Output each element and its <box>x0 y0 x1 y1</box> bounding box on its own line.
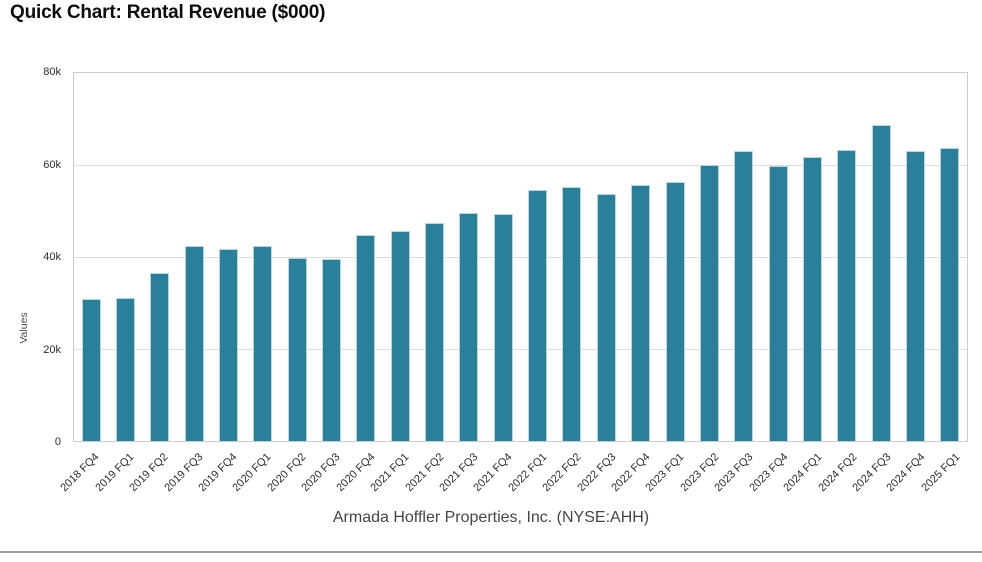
chart-bar-2022-FQ3 <box>596 193 616 441</box>
chart-bar-2019-FQ2 <box>150 273 170 441</box>
chart-bar-2020-FQ1 <box>253 246 273 441</box>
chart-bar-2024-FQ3 <box>871 125 891 441</box>
y-axis: Values 80k 60k 40k 20k 0 <box>0 66 68 448</box>
chart-bar-2024-FQ4 <box>905 151 925 441</box>
chart-bar-2022-FQ2 <box>562 187 582 441</box>
y-axis-title: Values <box>18 312 30 344</box>
chart-bar-2018-FQ4 <box>81 299 101 441</box>
chart-bar-2024-FQ2 <box>837 150 857 441</box>
gridline-40k <box>74 257 967 258</box>
chart-bar-2023-FQ1 <box>665 182 685 441</box>
chart-bar-2019-FQ4 <box>219 248 239 441</box>
chart-bar-2020-FQ3 <box>322 258 342 441</box>
y-tick-label: 80k <box>43 66 61 78</box>
chart-bar-2021-FQ4 <box>493 213 513 441</box>
chart-bar-2022-FQ1 <box>528 189 548 441</box>
gridline-60k <box>74 165 967 166</box>
chart-bar-2024-FQ1 <box>802 157 822 441</box>
chart-bar-2019-FQ1 <box>116 298 136 441</box>
chart-bar-2023-FQ2 <box>699 164 719 441</box>
chart-bar-2022-FQ4 <box>631 185 651 441</box>
chart-bar-2023-FQ3 <box>734 151 754 441</box>
chart-bar-2019-FQ3 <box>184 246 204 441</box>
chart-source-caption: Armada Hoffler Properties, Inc. (NYSE:AH… <box>332 509 650 526</box>
bar-series <box>74 73 967 441</box>
y-tick-label: 40k <box>43 251 61 263</box>
x-axis: 2018 FQ4 2019 FQ1 2019 FQ2 2019 FQ3 2019 FQ4… <box>59 443 968 505</box>
chart-bar-2020-FQ4 <box>356 235 376 441</box>
bottom-divider <box>0 551 982 553</box>
gridline-20k <box>74 349 967 350</box>
chart-title: Quick Chart: Rental Revenue ($000) <box>10 2 326 23</box>
y-tick-label: 60k <box>43 158 61 171</box>
chart-bar-2021-FQ3 <box>459 212 479 441</box>
y-tick-label: 0 <box>54 436 61 448</box>
plot-area <box>73 72 968 442</box>
chart-bar-2021-FQ1 <box>390 230 410 441</box>
chart-bar-2021-FQ2 <box>425 222 445 441</box>
chart-bar-2020-FQ2 <box>287 257 307 441</box>
y-tick-label: 20k <box>43 343 61 356</box>
chart-bar-2025-FQ1 <box>940 147 960 441</box>
chart-bar-2023-FQ4 <box>768 165 788 441</box>
